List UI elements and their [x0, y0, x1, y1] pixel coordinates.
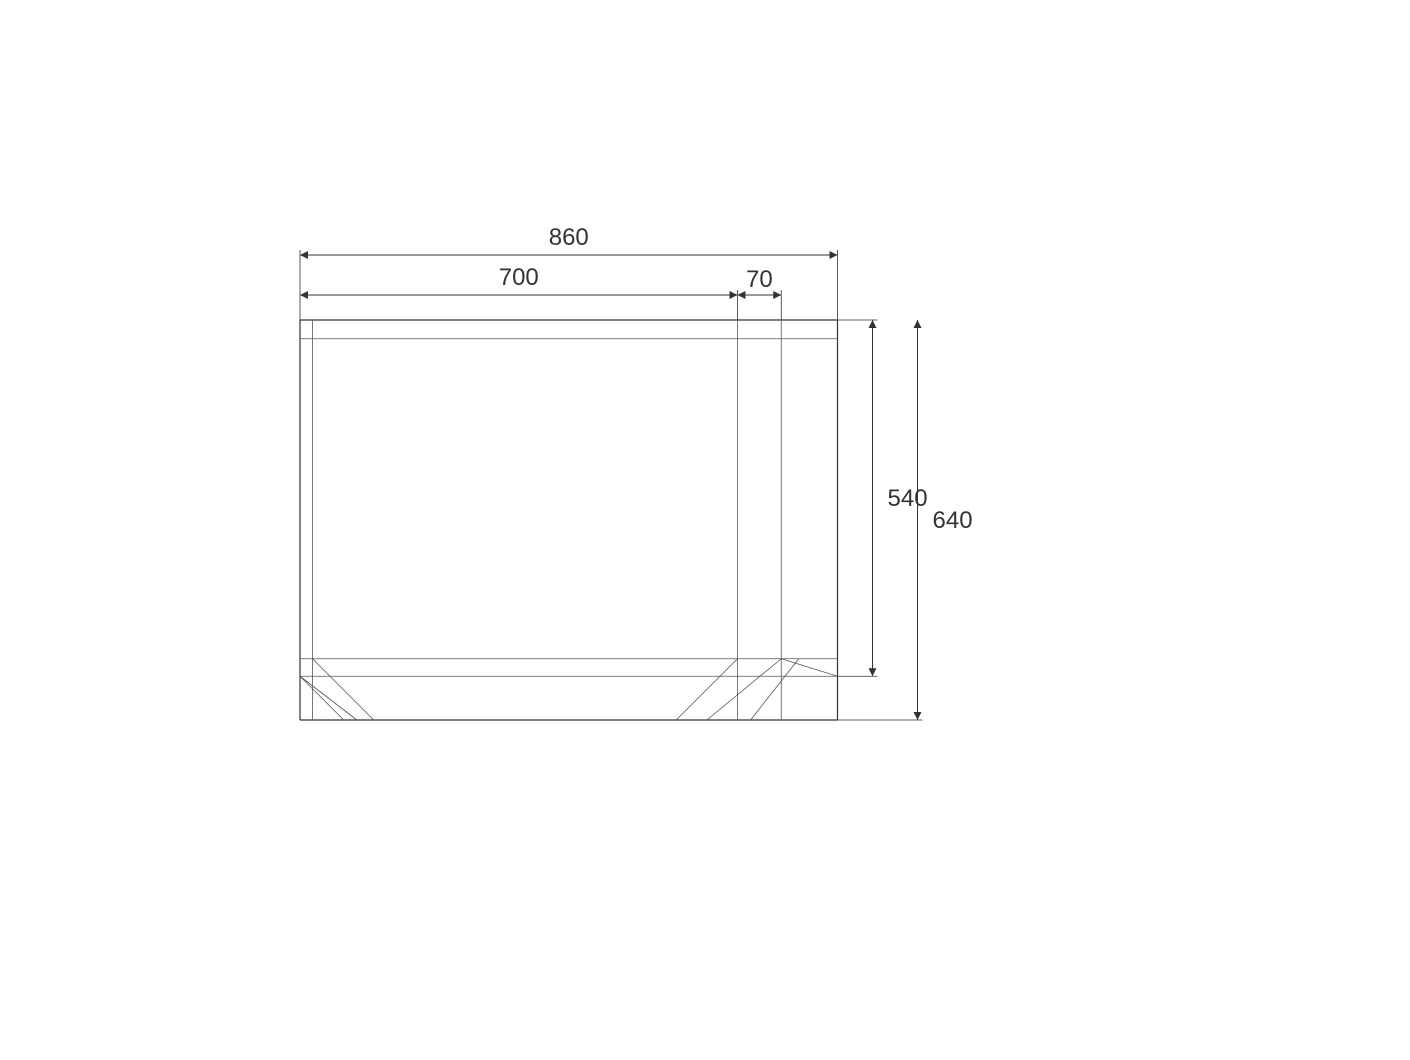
svg-text:640: 640 — [933, 507, 973, 534]
technical-drawing: 860 700 70 540640 — [0, 0, 1410, 1060]
svg-text:540: 540 — [888, 485, 928, 512]
svg-text:700: 700 — [499, 264, 539, 291]
svg-text:860: 860 — [549, 224, 589, 251]
svg-text:70: 70 — [746, 266, 773, 293]
